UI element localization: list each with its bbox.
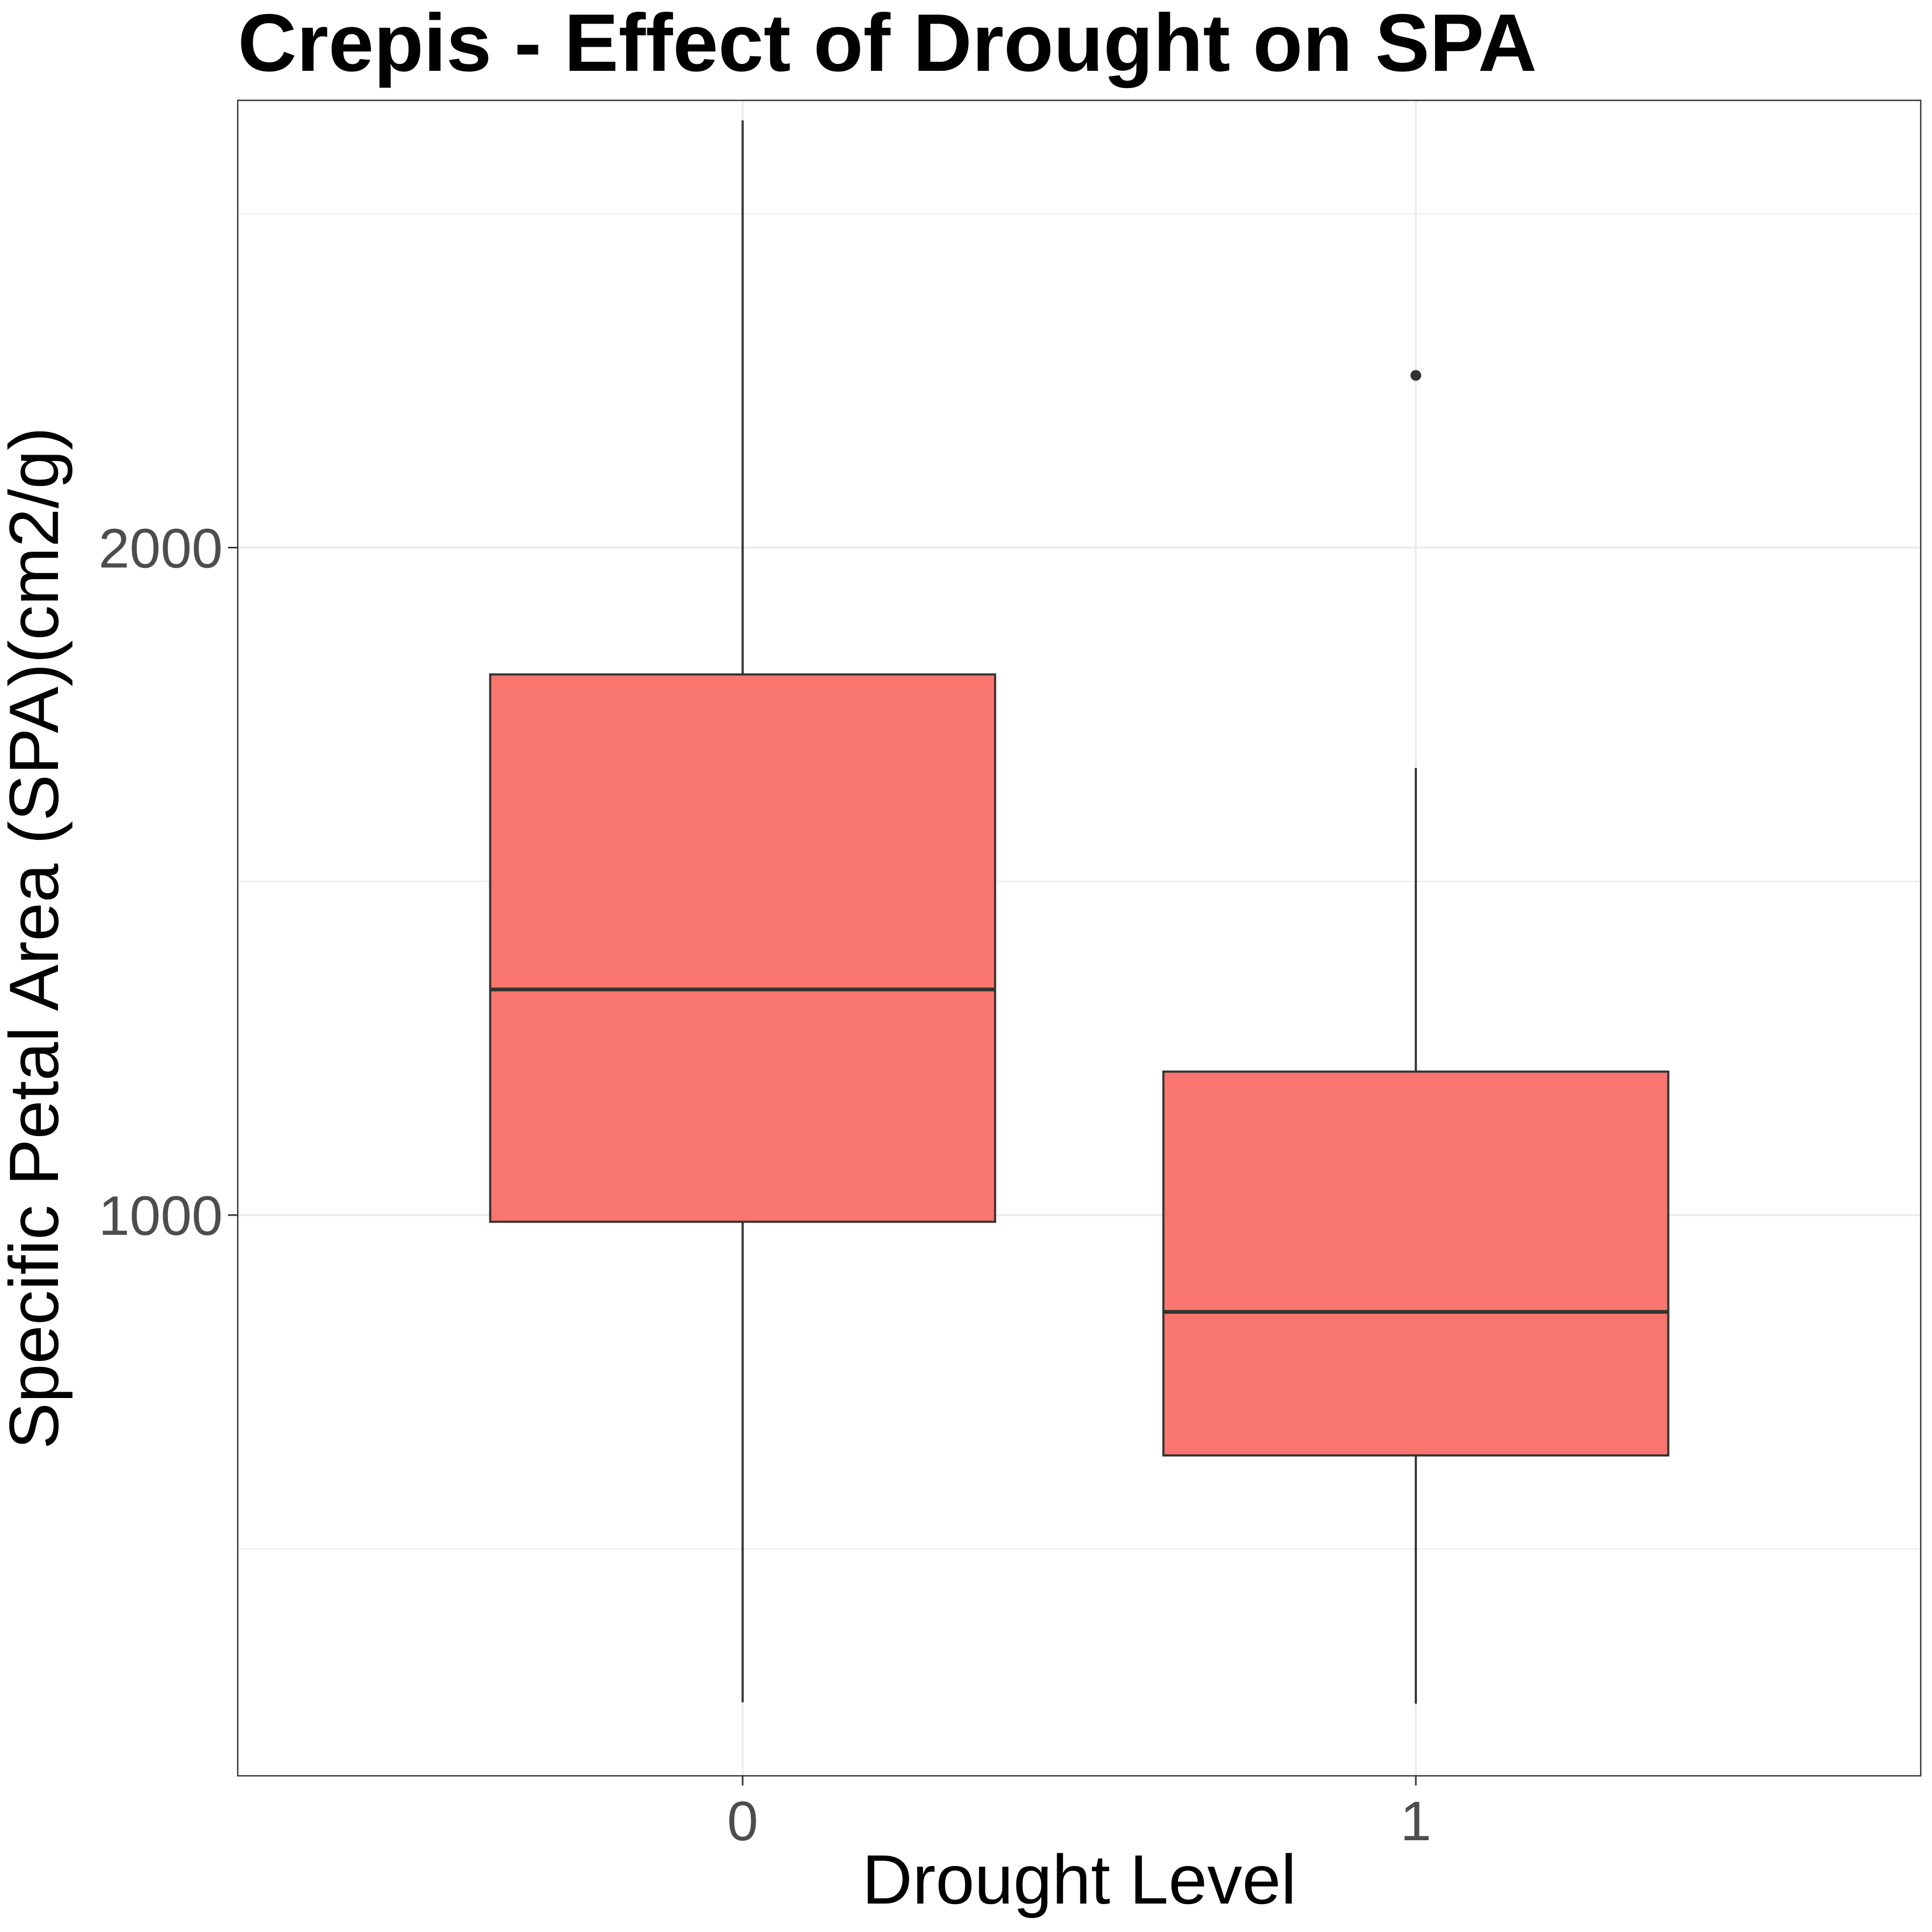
- y-tick-label: 1000: [99, 1185, 223, 1247]
- y-tick-label: 2000: [99, 517, 223, 580]
- boxes: [489, 120, 1670, 1704]
- axes: 1000 2000 0 1: [99, 517, 1431, 1853]
- outlier-point: [1410, 370, 1422, 381]
- box-iqr: [489, 673, 997, 1223]
- chart-title: Crepis - Effect of Drought on SPA: [238, 0, 1537, 89]
- box-group-0: [489, 120, 997, 1703]
- x-axis-title: Drought Level: [862, 1840, 1296, 1919]
- x-tick-label: 0: [727, 1790, 758, 1853]
- y-axis-title: Specific Petal Area (SPA)(cm2/g): [0, 427, 73, 1450]
- box-iqr: [1162, 1070, 1670, 1457]
- panel-border: [237, 99, 1922, 1777]
- x-tick-label: 1: [1400, 1790, 1431, 1853]
- box-group-1: [1162, 370, 1670, 1704]
